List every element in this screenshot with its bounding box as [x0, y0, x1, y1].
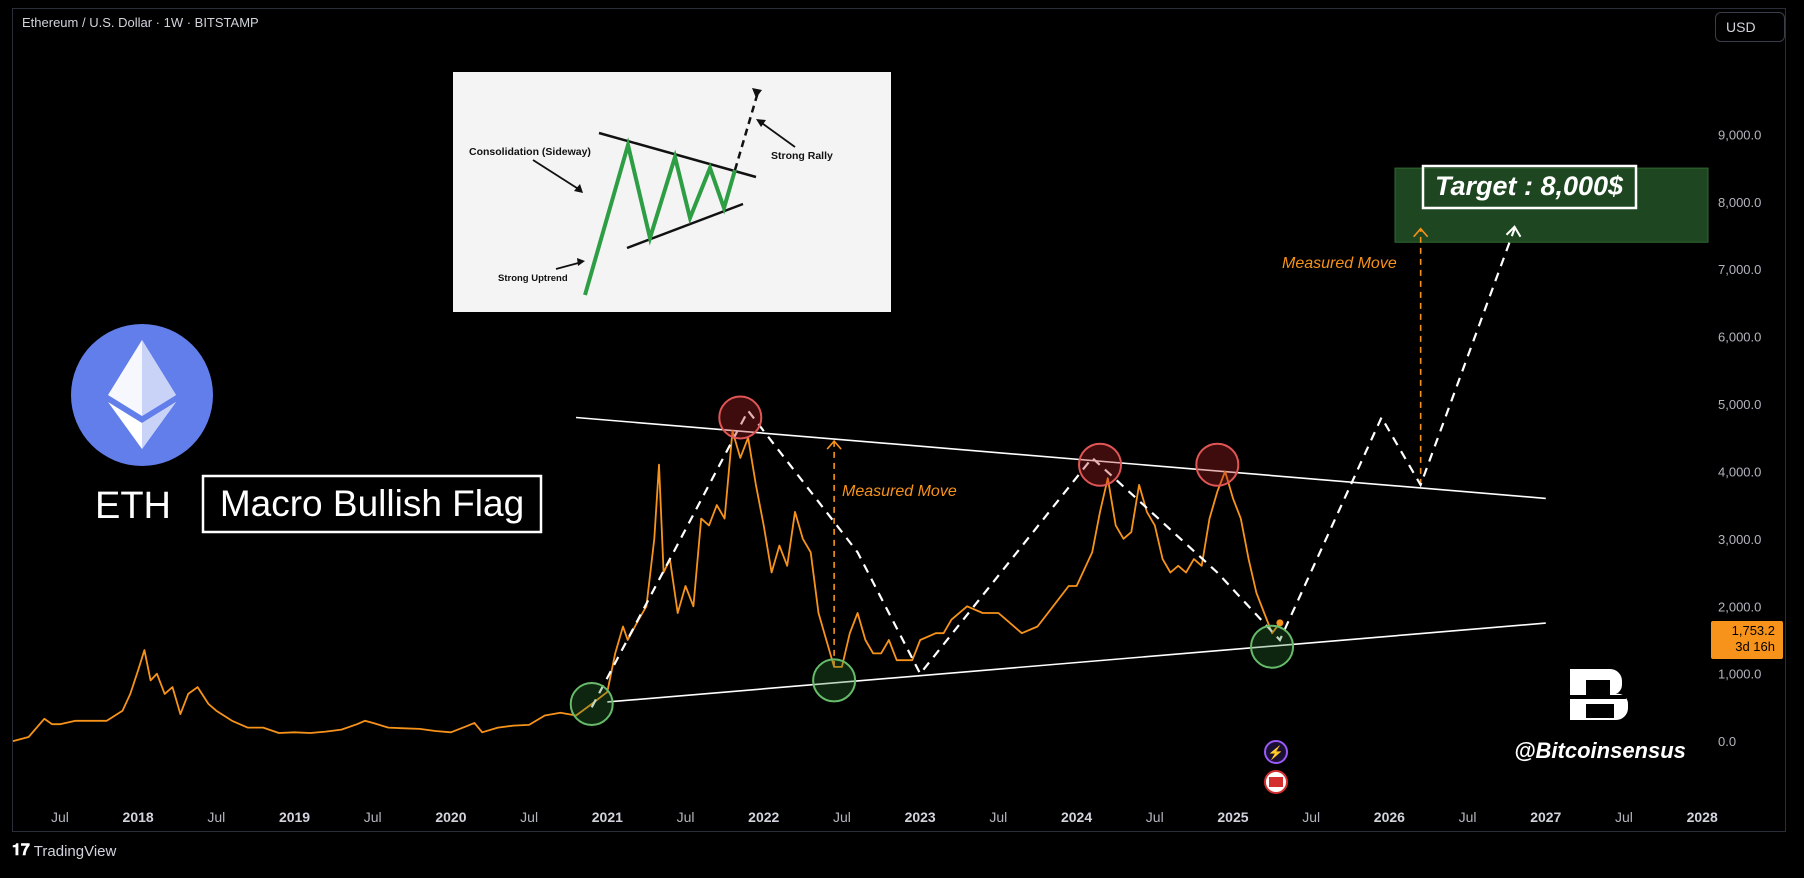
eth-logo-top-shade — [142, 340, 176, 416]
x-tick-label: Jul — [1146, 809, 1164, 825]
y-tick-label: 7,000.0 — [1718, 262, 1761, 277]
tradingview-logo-icon: 𝟏𝟕 — [12, 842, 30, 859]
pattern-label: Macro Bullish Flag — [220, 483, 524, 524]
x-tick-label: 2024 — [1061, 809, 1092, 825]
x-tick-label: 2022 — [748, 809, 779, 825]
footer-brand[interactable]: 𝟏𝟕 TradingView — [12, 842, 116, 860]
flag-pattern-inset: Consolidation (Sideway) Strong Rally Str… — [453, 72, 891, 312]
eth-logo-bottom-shade — [142, 402, 176, 449]
inset-rally-line — [733, 91, 760, 171]
support-touch-circle — [569, 681, 614, 726]
resistance-touch-circle — [1078, 442, 1123, 487]
y-tick-label: 3,000.0 — [1718, 532, 1761, 547]
us-flag-glyph-icon — [1269, 777, 1283, 787]
inset-label-rally: Strong Rally — [771, 150, 833, 162]
support-touch-circle — [1250, 624, 1295, 669]
y-tick-label: 5,000.0 — [1718, 397, 1761, 412]
support-touch-circle — [812, 658, 857, 703]
x-tick-label: 2028 — [1687, 809, 1718, 825]
x-tick-label: Jul — [364, 809, 382, 825]
bitcoinsensus-logo-cut — [1570, 695, 1626, 699]
pattern-label-box — [201, 474, 543, 534]
tradingview-label: TradingView — [33, 842, 117, 860]
x-tick-label: Jul — [677, 809, 695, 825]
x-tick-label: 2020 — [435, 809, 466, 825]
bar-countdown: 3d 16h — [1735, 639, 1775, 654]
inset-arrowhead-rally — [756, 119, 766, 127]
last-price-dot — [1276, 619, 1284, 627]
bitcoinsensus-logo-mark — [1570, 669, 1629, 720]
bitcoinsensus-handle: @Bitcoinsensus — [1514, 738, 1686, 763]
bitcoinsensus-logo — [1570, 669, 1629, 720]
x-tick-label: Jul — [989, 809, 1007, 825]
inset-arrowhead-consolidation — [574, 184, 583, 193]
measured-move-label-2: Measured Move — [1282, 255, 1397, 272]
y-tick-label: 6,000.0 — [1718, 330, 1761, 345]
y-tick-label: 9,000.0 — [1718, 127, 1761, 142]
x-tick-label: Jul — [1459, 809, 1477, 825]
chart-frame[interactable] — [12, 8, 1786, 832]
asset-label: ETH — [95, 485, 171, 527]
x-tick-label: Jul — [1615, 809, 1633, 825]
inset-upper-line — [598, 131, 757, 179]
x-tick-label: 2027 — [1530, 809, 1561, 825]
lightning-event-icon[interactable] — [1264, 740, 1288, 764]
target-label-box — [1421, 164, 1638, 210]
target-label: Target : 8,000$ — [1435, 171, 1624, 201]
currency-button[interactable]: USD — [1715, 12, 1785, 42]
x-tick-label: 2025 — [1217, 809, 1248, 825]
x-tick-label: 2021 — [592, 809, 623, 825]
inset-arrowhead-uptrend — [577, 258, 585, 266]
projection-path — [590, 228, 1516, 708]
x-tick-label: Jul — [207, 809, 225, 825]
last-price-tag: 1,753.2 3d 16h — [1711, 621, 1783, 659]
x-tick-label: Jul — [1302, 809, 1320, 825]
y-tick-label: 1,000.0 — [1718, 667, 1761, 682]
x-tick-label: Jul — [520, 809, 538, 825]
upper-trendline — [575, 416, 1546, 500]
x-tick-label: 2018 — [123, 809, 154, 825]
inset-rally-arrowhead — [752, 88, 762, 98]
price-series-line — [12, 430, 1281, 742]
x-tick-label: 2019 — [279, 809, 310, 825]
y-tick-label: 2,000.0 — [1718, 599, 1761, 614]
y-tick-label: 8,000.0 — [1718, 195, 1761, 210]
projection-arrowhead — [1505, 225, 1522, 238]
inset-arrow-rally — [758, 120, 796, 148]
resistance-touch-circle — [718, 395, 763, 440]
lightning-glyph-icon: ⚡ — [1268, 745, 1284, 761]
eth-logo — [71, 324, 213, 466]
measured-move-label-1: Measured Move — [842, 483, 957, 500]
x-tick-label: 2026 — [1374, 809, 1405, 825]
y-tick-label: 0.0 — [1718, 734, 1736, 749]
x-tick-label: Jul — [51, 809, 69, 825]
measured-move-line-2-arrowhead — [1413, 227, 1429, 238]
inset-pattern-line — [583, 137, 737, 296]
target-zone — [1394, 167, 1709, 243]
inset-arrow-consolidation — [532, 159, 581, 191]
measured-move-line-1-arrowhead — [826, 439, 842, 450]
y-tick-label: 4,000.0 — [1718, 464, 1761, 479]
symbol-title: Ethereum / U.S. Dollar · 1W · BITSTAMP — [22, 15, 259, 30]
inset-background — [453, 72, 891, 312]
resistance-touch-circle — [1195, 442, 1240, 487]
inset-label-consolidation: Consolidation (Sideway) — [469, 146, 591, 158]
x-tick-label: Jul — [833, 809, 851, 825]
inset-label-uptrend: Strong Uptrend — [498, 273, 568, 284]
lower-trendline — [607, 622, 1546, 703]
x-tick-label: 2023 — [905, 809, 936, 825]
last-price: 1,753.2 — [1731, 623, 1775, 638]
